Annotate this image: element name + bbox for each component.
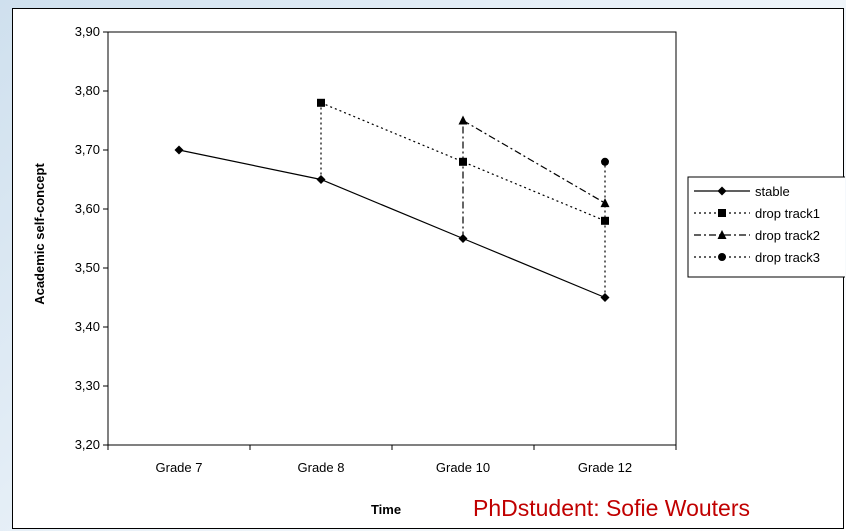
legend-marker [718,253,726,261]
series-drop-track3 [601,158,609,298]
credit-text: PhDstudent: Sofie Wouters [473,495,750,522]
y-tick-label: 3,20 [75,437,100,452]
legend-label: drop track1 [755,206,820,221]
legend-marker [718,209,726,217]
plot-area [108,32,676,445]
y-axis-title: Academic self-concept [32,163,47,305]
y-tick-label: 3,50 [75,260,100,275]
y-tick-label: 3,30 [75,378,100,393]
chart-frame: 3,20 3,30 3,40 3,50 3,60 3,70 3,80 3,90 Grade 7 G… [12,8,844,529]
legend-label: stable [755,184,790,199]
x-axis-title: Time [371,502,401,517]
x-tick-label: Grade 8 [298,460,345,475]
series-stable [175,146,610,303]
x-tick-label: Grade 7 [156,460,203,475]
series-drop-track2 [459,116,610,239]
data-point [459,116,468,125]
legend-label: drop track2 [755,228,820,243]
data-point [601,158,609,166]
y-tick-label: 3,90 [75,24,100,39]
legend-label: drop track3 [755,250,820,265]
y-tick-label: 3,60 [75,201,100,216]
series-line [179,150,605,298]
data-point [317,99,325,107]
y-tick-label: 3,70 [75,142,100,157]
line-chart: 3,20 3,30 3,40 3,50 3,60 3,70 3,80 3,90 Grade 7 G… [13,9,845,530]
data-point [175,146,184,155]
y-tick-label: 3,40 [75,319,100,334]
x-tick-label: Grade 10 [436,460,490,475]
y-tick-label: 3,80 [75,83,100,98]
x-tick-label: Grade 12 [578,460,632,475]
